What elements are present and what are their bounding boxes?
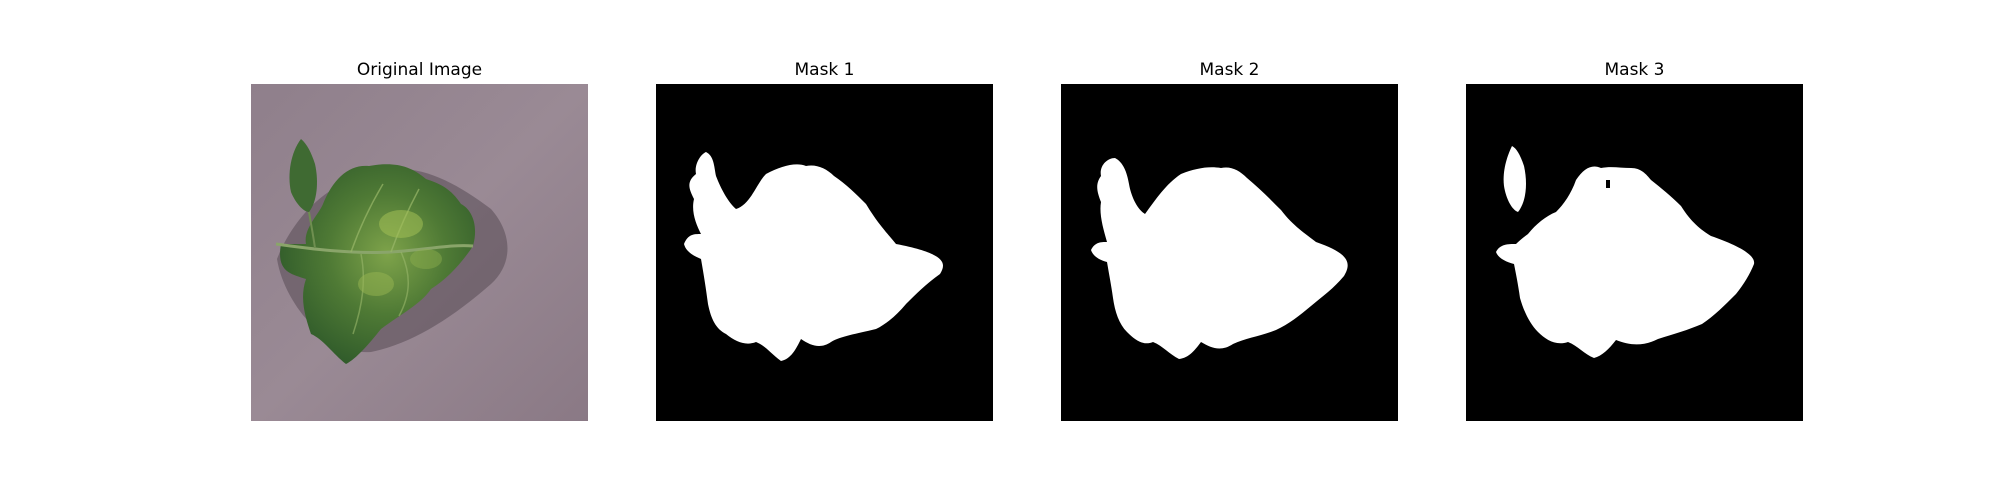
leaf-body — [280, 164, 476, 364]
panel-title: Mask 1 — [794, 60, 855, 80]
panel-title: Original Image — [356, 60, 483, 80]
mask-3 — [1466, 84, 1803, 421]
mask-shape — [1091, 158, 1348, 359]
panel-mask-1: Mask 1 — [656, 0, 993, 500]
panel-original-image: Original Image — [251, 0, 588, 500]
mask-3-image — [1466, 84, 1803, 421]
mask-shape — [1503, 146, 1526, 212]
mask-1 — [656, 84, 993, 421]
mask-1-image — [656, 84, 993, 421]
mask-shape — [1496, 166, 1755, 358]
leaf-stem — [275, 242, 474, 254]
panel-mask-2: Mask 2 — [1061, 0, 1398, 500]
leaf-top-leaflet — [289, 139, 317, 212]
mask-2-image — [1061, 84, 1398, 421]
panel-title: Mask 2 — [1199, 60, 1260, 80]
panel-mask-3: Mask 3 — [1466, 0, 1803, 500]
leaf-photo — [251, 84, 588, 421]
mask-hole — [1606, 180, 1610, 188]
mask-2 — [1061, 84, 1398, 421]
original-image — [251, 84, 588, 421]
panel-title: Mask 3 — [1604, 60, 1665, 80]
mask-shape — [684, 152, 944, 361]
